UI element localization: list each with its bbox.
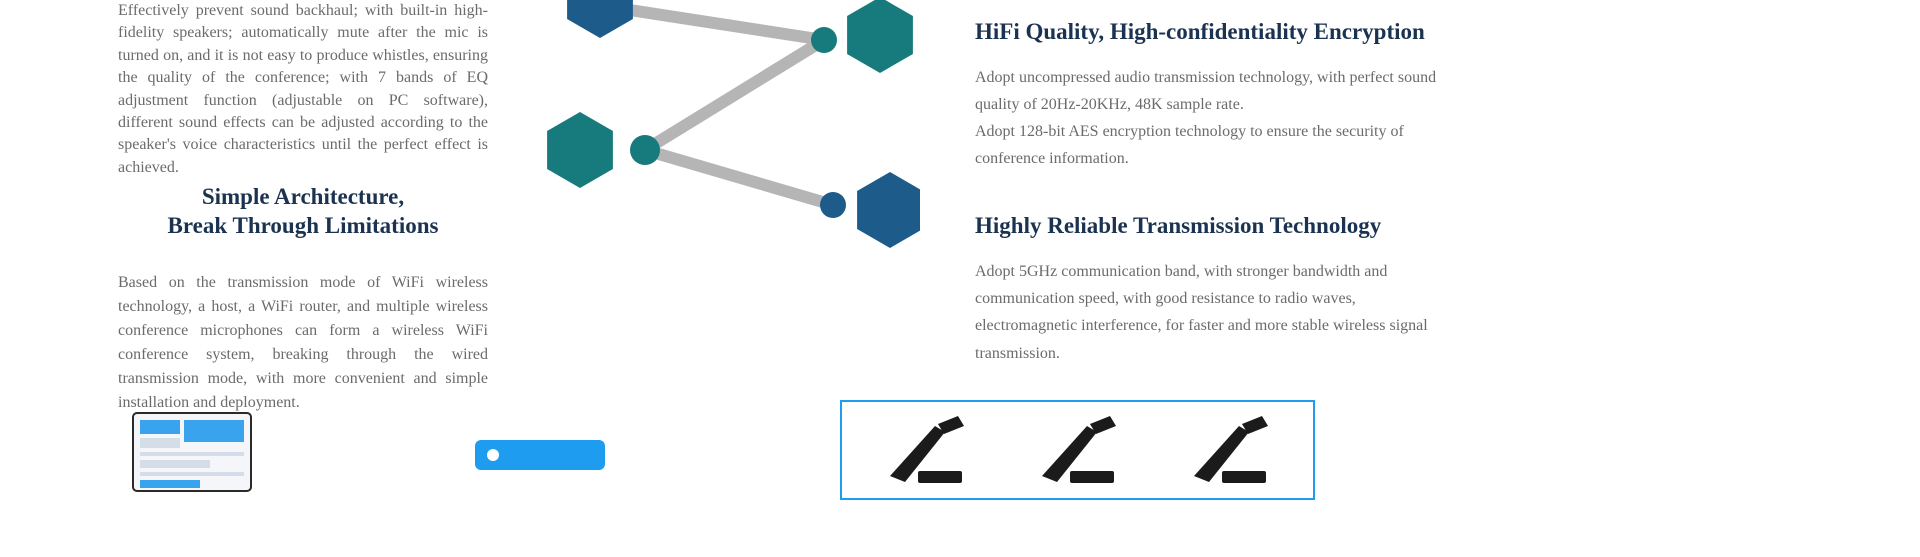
thumb-panel xyxy=(184,420,244,442)
paragraph-reliable: Adopt 5GHz communication band, with stro… xyxy=(975,258,1455,367)
thumb-panel xyxy=(140,438,180,448)
thumb-panel xyxy=(140,420,180,434)
heading-hifi: HiFi Quality, High-confidentiality Encry… xyxy=(975,18,1455,46)
pill-dot-icon xyxy=(487,449,499,461)
network-diagram-svg xyxy=(540,0,920,270)
microphone-icon xyxy=(1184,416,1274,486)
left-column: Effectively prevent sound backhaul; with… xyxy=(118,0,488,415)
feature-paragraph-eq: Effectively prevent sound backhaul; with… xyxy=(118,0,488,179)
network-diagram xyxy=(540,0,920,270)
heading-line-2: Break Through Limitations xyxy=(118,212,488,241)
microphone-icon xyxy=(880,416,970,486)
thumb-panel xyxy=(140,452,244,456)
heading-simple-architecture: Simple Architecture, Break Through Limit… xyxy=(118,183,488,241)
bottom-row xyxy=(0,400,1920,557)
blue-label-pill xyxy=(475,440,605,470)
thumb-panel xyxy=(140,460,210,468)
software-screenshot-thumb xyxy=(132,412,252,492)
paragraph-hifi: Adopt uncompressed audio transmission te… xyxy=(975,64,1455,173)
thumb-panel xyxy=(140,480,200,488)
paragraph-architecture: Based on the transmission mode of WiFi w… xyxy=(118,271,488,415)
microphone-lineup-frame xyxy=(840,400,1315,500)
right-column: HiFi Quality, High-confidentiality Encry… xyxy=(975,18,1455,407)
heading-line-1: Simple Architecture, xyxy=(118,183,488,212)
thumb-panel xyxy=(140,472,244,476)
microphone-icon xyxy=(1032,416,1122,486)
heading-reliable: Highly Reliable Transmission Technology xyxy=(975,212,1455,240)
